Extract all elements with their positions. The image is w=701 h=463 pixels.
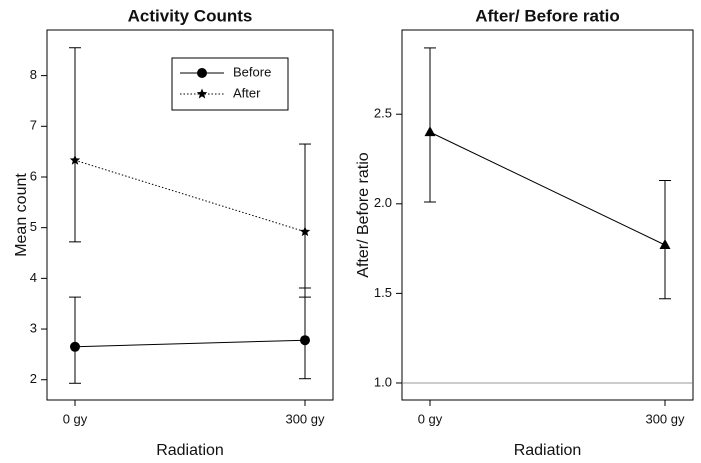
y-tick-label: 2: [30, 371, 37, 386]
series-line: [74, 339, 306, 348]
chart-title: After/ Before ratio: [475, 6, 620, 25]
series-line: [74, 159, 306, 233]
legend-box: [171, 57, 289, 111]
chart-title: Activity Counts: [128, 6, 253, 25]
y-tick-label: 8: [30, 67, 37, 82]
y-tick-label: 3: [30, 320, 37, 335]
x-tick-label: 0 gy: [63, 411, 88, 426]
plot-frame: [46, 29, 334, 401]
y-axis-label: After/ Before ratio: [355, 152, 372, 277]
marker: [197, 68, 207, 78]
y-tick-label: 2.0: [374, 195, 392, 210]
marker: [659, 239, 671, 250]
x-tick-label: 300 gy: [645, 411, 685, 426]
y-tick-label: 1.5: [374, 285, 392, 300]
x-tick-label: 300 gy: [285, 411, 325, 426]
marker: [424, 126, 436, 137]
marker: [300, 335, 310, 346]
x-axis-label: Radiation: [514, 442, 582, 459]
marker: [69, 154, 81, 165]
y-axis-label: Mean count: [13, 173, 30, 257]
y-tick-label: 2.5: [374, 106, 392, 121]
x-tick-label: 0 gy: [418, 411, 443, 426]
y-tick-label: 1.0: [374, 374, 392, 389]
x-axis-label: Radiation: [156, 442, 224, 459]
plot-frame: [401, 29, 694, 401]
marker: [299, 226, 311, 237]
marker: [196, 88, 208, 99]
marker: [70, 341, 80, 352]
y-tick-label: 5: [30, 219, 37, 234]
y-tick-label: 6: [30, 168, 37, 183]
series-line: [429, 131, 666, 246]
y-tick-label: 7: [30, 118, 37, 133]
y-tick-label: 4: [30, 270, 37, 285]
legend-label: Before: [233, 64, 271, 79]
legend-label: After: [233, 85, 261, 100]
